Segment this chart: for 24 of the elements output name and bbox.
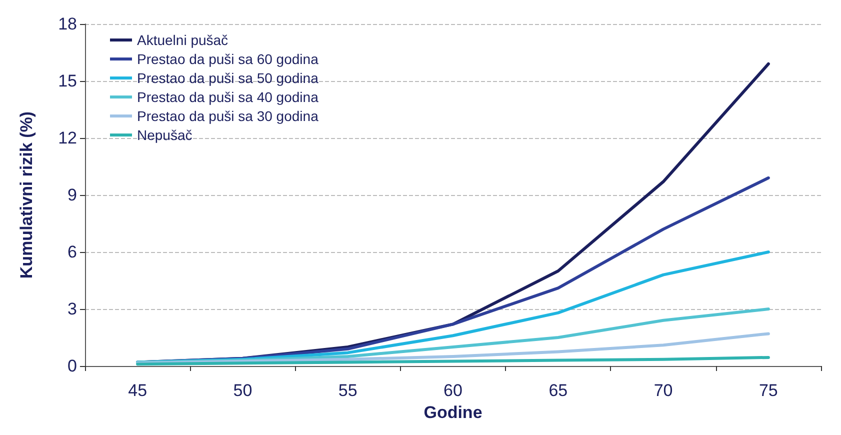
legend-label: Nepušač	[137, 127, 192, 143]
x-tick-label: 70	[654, 381, 673, 400]
y-tick-label: 15	[58, 72, 77, 90]
y-tick-label: 0	[68, 356, 77, 376]
legend-label: Prestao da puši sa 60 godina	[137, 51, 319, 67]
y-tick-label: 18	[58, 14, 77, 34]
x-tick-label: 75	[758, 381, 778, 400]
x-tick-label: 65	[548, 381, 568, 400]
x-axis-title: Godine	[424, 403, 482, 422]
y-tick-label: 12	[58, 128, 77, 148]
line-series	[136, 332, 770, 365]
legend-label: Prestao da puši sa 40 godina	[137, 89, 319, 105]
y-tick-label: 6	[68, 242, 77, 262]
legend-label: Prestao da puši sa 50 godina	[137, 70, 319, 86]
legend-label: Aktuelni pušač	[137, 32, 228, 48]
y-axis-title: Kumulativni rizik (%)	[17, 111, 36, 279]
line-series	[136, 356, 770, 366]
x-tick-label: 50	[233, 381, 252, 400]
y-tick-label: 3	[68, 300, 77, 318]
legend-label: Prestao da puši sa 30 godina	[137, 108, 319, 124]
x-tick-label: 45	[128, 381, 148, 400]
x-tick-label: 60	[444, 381, 462, 400]
x-tick-label: 55	[338, 381, 358, 400]
y-tick-label: 9	[68, 186, 77, 204]
